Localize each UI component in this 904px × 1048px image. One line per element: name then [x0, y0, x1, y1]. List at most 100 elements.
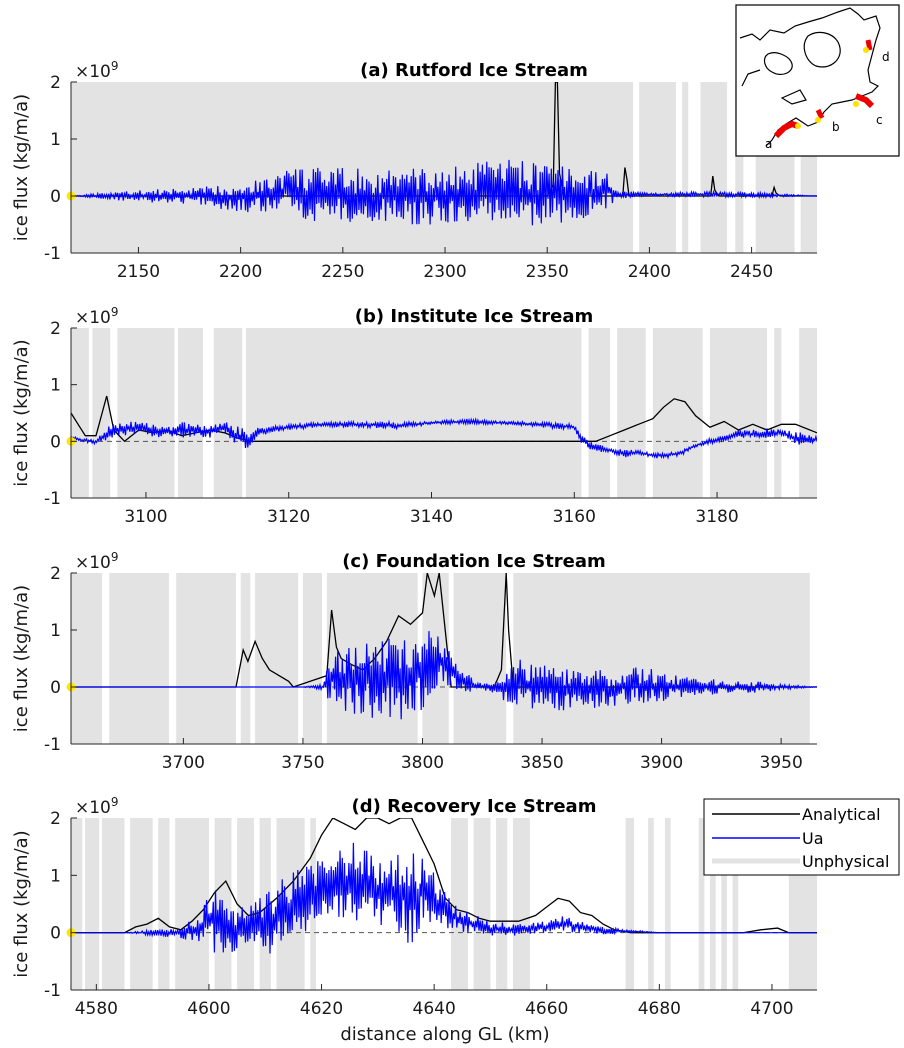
- unphysical-band: [451, 818, 468, 990]
- x-tick-label: 3140: [410, 507, 453, 527]
- unphysical-band: [799, 328, 817, 498]
- x-tick-label: 2300: [423, 262, 466, 282]
- panel-b: -1 0 1 2 3100 3120 3140 3160 3180 ×109 (b) Institu…: [11, 305, 817, 527]
- x-tick-label: 2200: [219, 262, 262, 282]
- x-tick-label: 3180: [695, 507, 738, 527]
- x-tick-label: 2400: [628, 262, 671, 282]
- y-axis-label: ice flux (kg/m/a): [11, 339, 32, 486]
- unphysical-band: [245, 328, 582, 498]
- unphysical-band: [310, 818, 316, 990]
- unphysical-band: [213, 328, 243, 498]
- unphysical-band: [617, 328, 646, 498]
- x-tick-label: 3160: [553, 507, 596, 527]
- y-multiplier: ×109: [75, 550, 119, 573]
- y-tick-label: 2: [50, 73, 61, 93]
- x-tick-label: 4620: [300, 999, 343, 1019]
- series-analytical: [71, 818, 817, 934]
- panel-c: -1 0 1 2 3700 3750 3800 3850 3900 3950 ×109 (c) Fou…: [11, 550, 817, 773]
- x-tick-label: 4680: [638, 999, 681, 1019]
- unphysical-band: [709, 328, 768, 498]
- y-tick-label: -1: [44, 244, 61, 264]
- unphysical-band: [237, 818, 254, 990]
- inset-label-a: a: [765, 137, 772, 151]
- legend-ua: Ua: [802, 829, 824, 848]
- x-tick-label: 2350: [526, 262, 569, 282]
- unphysical-band: [453, 573, 507, 744]
- panel-a: -1 0 1 2 2150 2200 2250 2300 2350 2400 2450 ×109 (a)…: [11, 59, 817, 282]
- unphysical-band: [240, 573, 251, 744]
- x-tick-label: 4700: [750, 999, 793, 1019]
- unphysical-band: [639, 82, 676, 253]
- unphysical-band: [71, 573, 103, 744]
- x-axis-label: distance along GL (km): [340, 1024, 549, 1045]
- x-tick-label: 3120: [267, 507, 310, 527]
- panel-title: (b) Institute Ice Stream: [355, 306, 594, 327]
- unphysical-band: [513, 573, 810, 744]
- y-tick-label: 1: [50, 130, 61, 150]
- unphysical-band: [71, 82, 634, 253]
- series-ua: [71, 631, 817, 720]
- y-axis-label: ice flux (kg/m/a): [11, 830, 32, 977]
- unphysical-band: [85, 818, 100, 990]
- unphysical-band: [71, 328, 89, 498]
- inset-label-b: b: [832, 120, 840, 134]
- plot-area: [71, 328, 817, 498]
- plot-area: [71, 818, 817, 990]
- inset-label-c: c: [876, 113, 883, 127]
- y-tick-label: -1: [44, 735, 61, 755]
- x-tick-label: 3950: [760, 753, 803, 773]
- legend-unphysical: Unphysical: [802, 852, 889, 871]
- y-multiplier: ×109: [75, 59, 119, 82]
- unphysical-band: [512, 818, 530, 990]
- unphysical-band: [92, 328, 111, 498]
- unphysical-band: [473, 818, 491, 990]
- y-axis-label: ice flux (kg/m/a): [11, 94, 32, 241]
- unphysical-band: [178, 328, 204, 498]
- unphysical-band: [259, 818, 271, 990]
- panel-title: (a) Rutford Ice Stream: [360, 60, 588, 81]
- x-tick-label: 2150: [117, 262, 160, 282]
- x-tick-label: 2450: [730, 262, 773, 282]
- unphysical-band: [214, 818, 232, 990]
- unphysical-band: [732, 818, 739, 990]
- unphysical-band: [648, 818, 654, 990]
- y-tick-label: 0: [50, 432, 61, 452]
- panel-title: (c) Foundation Ice Stream: [342, 551, 606, 572]
- unphysical-band: [117, 328, 175, 498]
- unphysical-band: [625, 818, 635, 990]
- y-axis-label: ice flux (kg/m/a): [11, 585, 32, 732]
- unphysical-band: [101, 818, 125, 990]
- plot-area: [71, 82, 817, 253]
- unphysical-band: [175, 818, 209, 990]
- unphysical-band: [664, 818, 671, 990]
- unphysical-band: [130, 818, 153, 990]
- unphysical-band: [255, 573, 299, 744]
- y-tick-label: 2: [50, 564, 61, 584]
- unphysical-band: [735, 82, 744, 253]
- x-tick-label: 3800: [401, 753, 444, 773]
- x-tick-label: 3100: [124, 507, 167, 527]
- unphysical-band: [302, 573, 323, 744]
- unphysical-band: [700, 82, 728, 253]
- x-tick-label: 4600: [187, 999, 230, 1019]
- unphysical-band: [588, 328, 610, 498]
- inset-map: a b c d: [735, 4, 900, 157]
- y-tick-label: 2: [50, 809, 61, 829]
- unphysical-band: [496, 818, 508, 990]
- panel-title: (d) Recovery Ice Stream: [352, 796, 597, 817]
- y-tick-label: 2: [50, 319, 61, 339]
- series-ua: [71, 159, 817, 226]
- y-tick-label: 0: [50, 678, 61, 698]
- y-tick-label: 0: [50, 187, 61, 207]
- x-tick-label: 3900: [640, 753, 683, 773]
- x-tick-label: 3750: [281, 753, 324, 773]
- series-ua: [71, 842, 817, 954]
- y-multiplier: ×109: [75, 795, 119, 818]
- y-tick-label: 1: [50, 866, 61, 886]
- x-tick-label: 4580: [75, 999, 118, 1019]
- x-tick-label: 4660: [525, 999, 568, 1019]
- unphysical-band: [682, 82, 689, 253]
- legend-analytical: Analytical: [802, 805, 881, 824]
- x-tick-label: 4640: [413, 999, 456, 1019]
